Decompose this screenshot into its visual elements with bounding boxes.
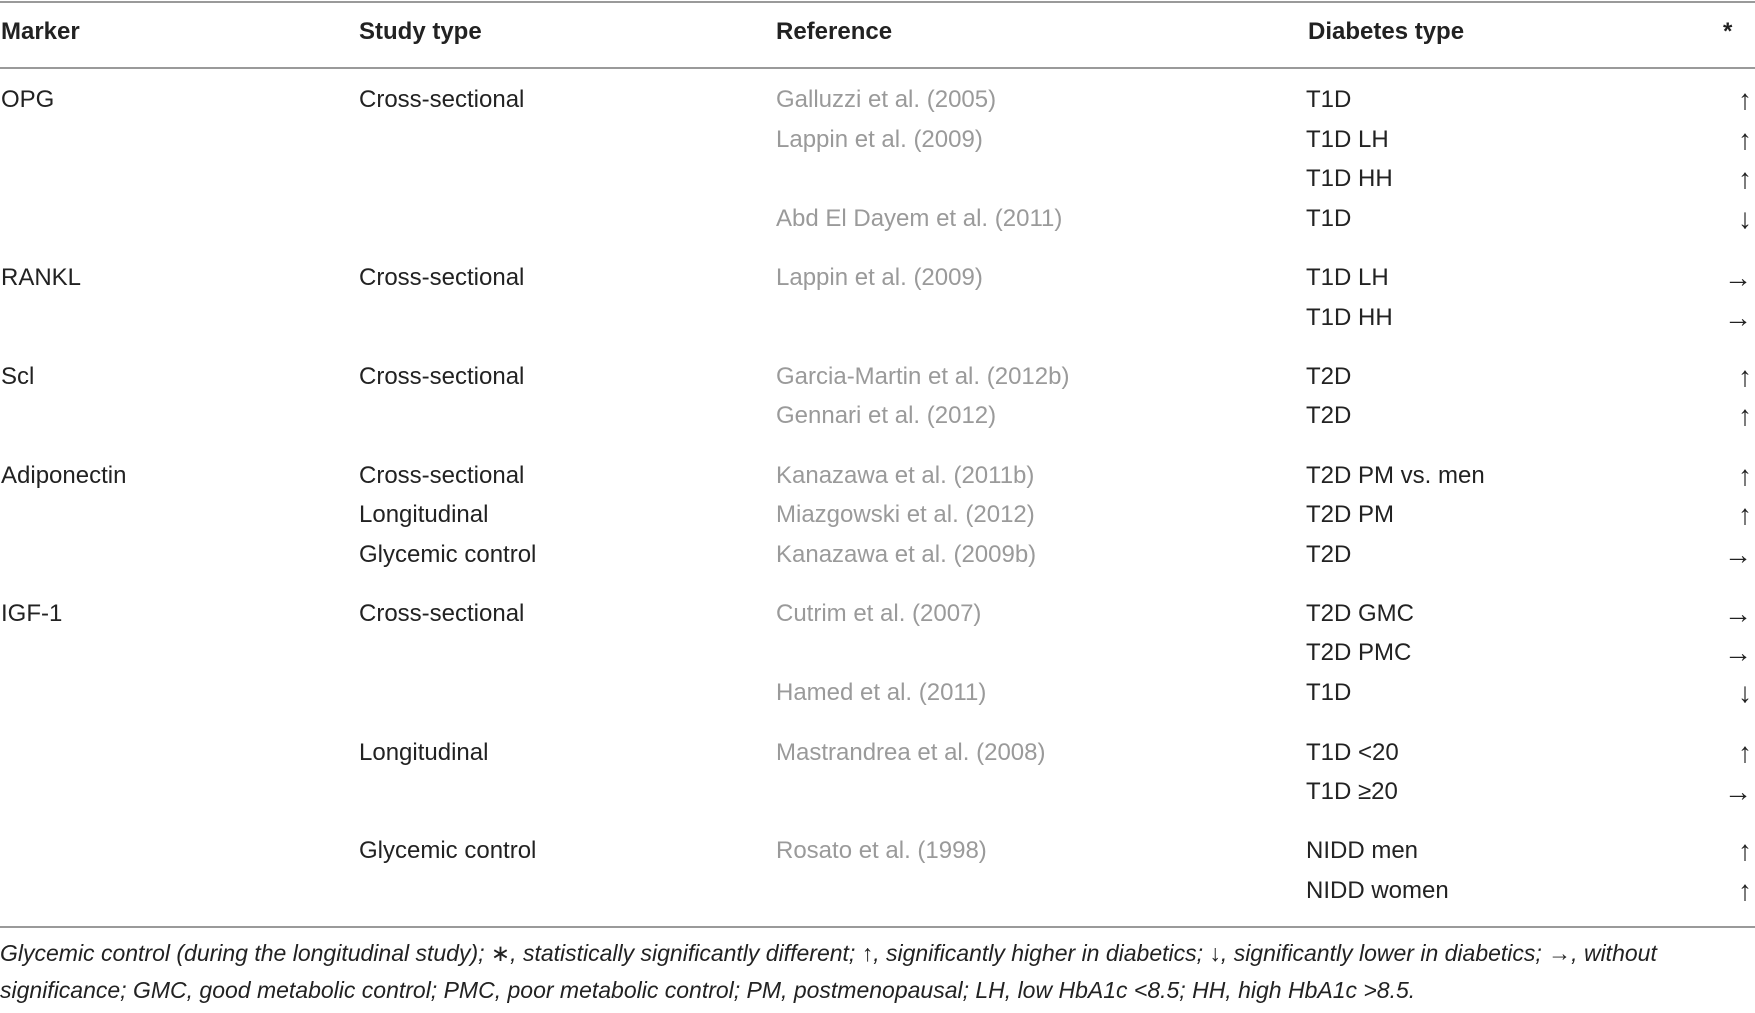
significance-arrow-icon: ↑ [1738, 124, 1752, 155]
study-type-cell: Glycemic control [359, 541, 537, 568]
header-significance: * [1723, 18, 1733, 45]
reference-cell: Gennari et al. (2012) [776, 402, 997, 429]
reference-cell: Garcia-Martin et al. (2012b) [776, 363, 1070, 390]
diabetes-type-cell: T1D [1306, 86, 1352, 113]
diabetes-type-cell: T1D LH [1306, 126, 1389, 153]
reference-cell: Galluzzi et al. (2005) [776, 86, 997, 113]
significance-arrow-icon: → [1724, 598, 1752, 629]
significance-arrow-icon: ↑ [1738, 875, 1752, 906]
diabetes-type-cell: T1D [1306, 205, 1352, 232]
diabetes-type-cell: T2D [1306, 541, 1352, 568]
reference-cell: Hamed et al. (2011) [776, 679, 987, 706]
diabetes-type-cell: T1D HH [1306, 304, 1393, 331]
significance-arrow-icon: ↑ [1738, 460, 1752, 491]
study-type-cell: Cross-sectional [359, 264, 525, 291]
reference-cell: Lappin et al. (2009) [776, 264, 983, 291]
significance-arrow-icon: ↑ [1738, 737, 1752, 768]
study-type-cell: Longitudinal [359, 739, 489, 766]
header-reference: Reference [776, 18, 893, 45]
marker-cell: OPG [1, 86, 55, 113]
diabetes-type-cell: NIDD men [1306, 837, 1419, 864]
diabetes-type-cell: NIDD women [1306, 877, 1449, 904]
significance-arrow-icon: ↑ [1738, 835, 1752, 866]
study-type-cell: Cross-sectional [359, 363, 525, 390]
significance-arrow-icon: ↓ [1738, 203, 1752, 234]
significance-arrow-icon: → [1724, 539, 1752, 570]
marker-cell: Scl [1, 363, 35, 390]
significance-arrow-icon: ↑ [1738, 84, 1752, 115]
diabetes-type-cell: T1D <20 [1306, 739, 1399, 766]
bottom-rule [0, 926, 1755, 928]
study-type-cell: Cross-sectional [359, 600, 525, 627]
significance-arrow-icon: ↑ [1738, 499, 1752, 530]
diabetes-type-cell: T1D LH [1306, 264, 1389, 291]
reference-cell: Abd El Dayem et al. (2011) [776, 205, 1063, 232]
study-type-cell: Cross-sectional [359, 86, 525, 113]
diabetes-type-cell: T2D PM [1306, 501, 1395, 528]
marker-cell: RANKL [1, 264, 82, 291]
significance-arrow-icon: → [1724, 302, 1752, 333]
marker-cell: IGF-1 [1, 600, 63, 627]
marker-cell: Adiponectin [1, 462, 127, 489]
header-diabetes-type: Diabetes type [1308, 18, 1465, 45]
significance-arrow-icon: ↑ [1738, 163, 1752, 194]
diabetes-type-cell: T2D PM vs. men [1306, 462, 1485, 489]
header-marker: Marker [1, 18, 80, 45]
significance-arrow-icon: ↑ [1738, 361, 1752, 392]
reference-cell: Mastrandrea et al. (2008) [776, 739, 1046, 766]
significance-arrow-icon: ↑ [1738, 400, 1752, 431]
top-rule [0, 1, 1755, 3]
significance-arrow-icon: → [1724, 776, 1752, 807]
reference-cell: Kanazawa et al. (2009b) [776, 541, 1037, 568]
reference-cell: Cutrim et al. (2007) [776, 600, 982, 627]
significance-arrow-icon: → [1724, 262, 1752, 293]
diabetes-type-cell: T1D HH [1306, 165, 1393, 192]
reference-cell: Kanazawa et al. (2011b) [776, 462, 1035, 489]
diabetes-type-cell: T1D [1306, 679, 1352, 706]
study-type-cell: Glycemic control [359, 837, 537, 864]
significance-arrow-icon: ↓ [1738, 677, 1752, 708]
significance-arrow-icon: → [1724, 637, 1752, 668]
header-rule [0, 67, 1755, 69]
diabetes-type-cell: T2D [1306, 402, 1352, 429]
reference-cell: Lappin et al. (2009) [776, 126, 983, 153]
diabetes-type-cell: T2D [1306, 363, 1352, 390]
diabetes-type-cell: T1D ≥20 [1306, 778, 1398, 805]
study-type-cell: Cross-sectional [359, 462, 525, 489]
diabetes-type-cell: T2D GMC [1306, 600, 1414, 627]
diabetes-type-cell: T2D PMC [1306, 639, 1412, 666]
reference-cell: Rosato et al. (1998) [776, 837, 987, 864]
study-type-cell: Longitudinal [359, 501, 489, 528]
table-footnote: Glycemic control (during the longitudina… [0, 940, 1657, 1003]
reference-cell: Miazgowski et al. (2012) [776, 501, 1035, 528]
header-study-type: Study type [359, 18, 482, 45]
